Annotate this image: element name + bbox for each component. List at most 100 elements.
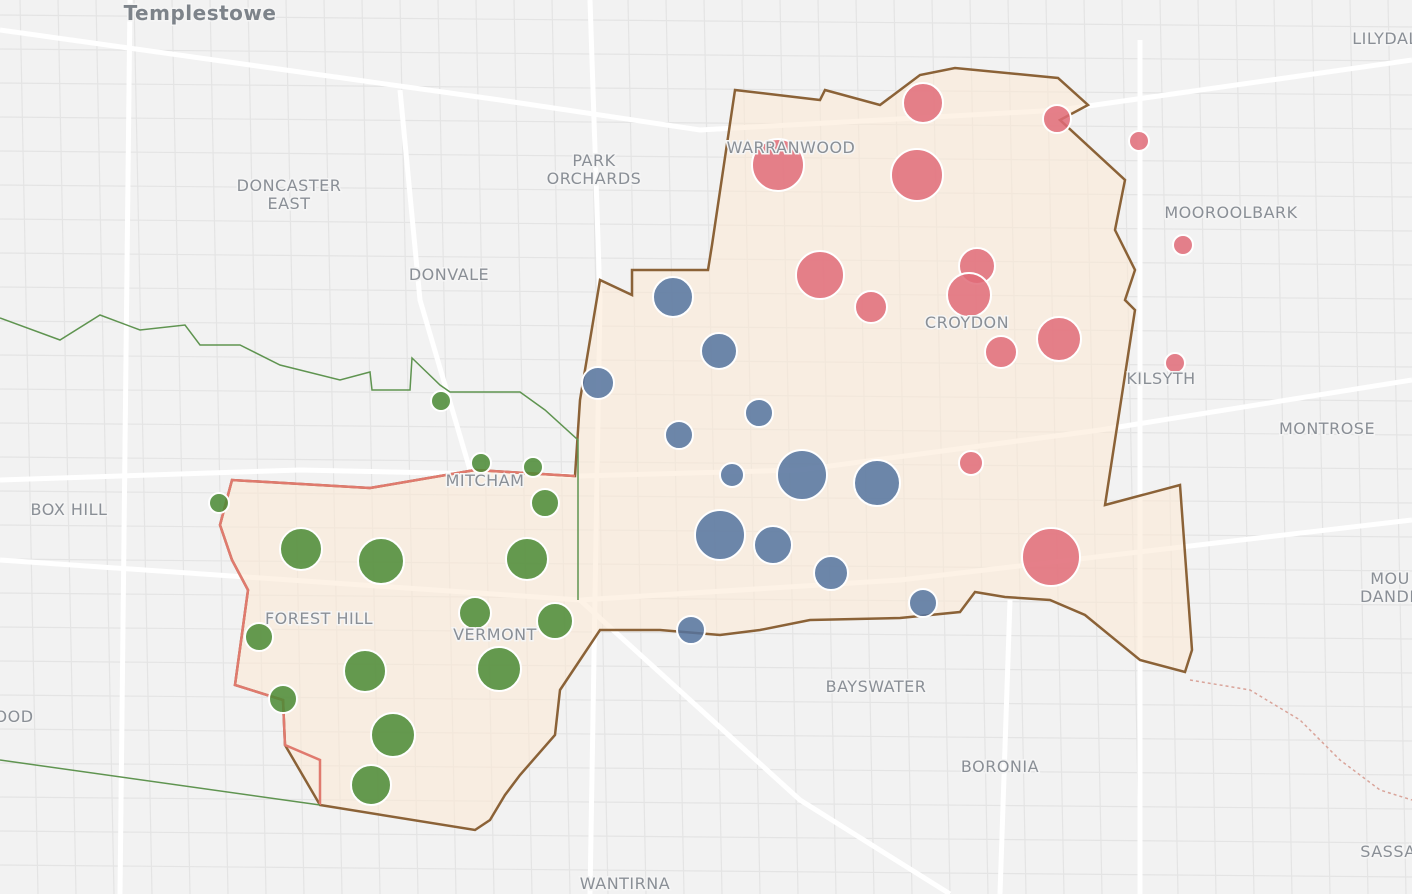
- place-label: Templestowe: [124, 1, 277, 25]
- bubble: [350, 764, 392, 806]
- place-label: WANTIRNA: [580, 874, 670, 893]
- street: [19, 0, 39, 894]
- place-label: PARK ORCHARDS: [547, 151, 642, 188]
- bubble: [776, 449, 828, 501]
- street: [0, 252, 1412, 266]
- street: [0, 694, 1412, 708]
- place-label: MOOROOLBARK: [1164, 203, 1297, 222]
- boundary-line: [0, 759, 321, 806]
- bubble: [676, 615, 706, 645]
- bubble: [370, 712, 416, 758]
- bubble: [664, 420, 694, 450]
- street: [0, 728, 1412, 742]
- street: [1387, 0, 1407, 894]
- place-label: BAYSWATER: [826, 677, 927, 696]
- street: [0, 830, 1412, 844]
- place-label: WARRANWOOD: [727, 138, 856, 157]
- street: [0, 864, 1412, 878]
- bubble: [1042, 104, 1072, 134]
- bubble: [958, 450, 984, 476]
- street: [0, 184, 1412, 198]
- bubble: [853, 459, 901, 507]
- place-label: OOD: [0, 707, 34, 726]
- bubble: [744, 398, 774, 428]
- place-label: MITCHAM: [446, 471, 525, 490]
- bubble: [890, 148, 944, 202]
- bubble: [268, 684, 298, 714]
- road: [0, 27, 1412, 133]
- street: [209, 0, 229, 894]
- street: [1121, 0, 1141, 894]
- place-label: BOX HILL: [31, 500, 108, 519]
- street: [0, 218, 1412, 232]
- region-west-border: [218, 468, 576, 805]
- street: [57, 0, 77, 894]
- bubble: [343, 649, 387, 693]
- street: [1235, 0, 1255, 894]
- street: [1159, 0, 1179, 894]
- bubble: [908, 588, 938, 618]
- bubble: [700, 332, 738, 370]
- place-label: VERMONT: [453, 625, 537, 644]
- road: [578, 598, 952, 894]
- bubble: [753, 525, 793, 565]
- bubble: [476, 646, 522, 692]
- bubble: [652, 276, 694, 318]
- bubbles: [208, 82, 1194, 806]
- bubble: [244, 622, 274, 652]
- bubble: [505, 537, 549, 581]
- place-label: DONVALE: [409, 265, 489, 284]
- bubble: [530, 488, 560, 518]
- street: [1273, 0, 1293, 894]
- bubble: [430, 390, 452, 412]
- street: [133, 0, 153, 894]
- bubble: [470, 452, 492, 474]
- street: [171, 0, 191, 894]
- street: [0, 14, 1412, 28]
- bubble: [208, 492, 230, 514]
- place-label: LILYDAL: [1352, 29, 1412, 48]
- place-label: FOREST HILL: [265, 609, 373, 628]
- road: [117, 0, 133, 894]
- street: [95, 0, 115, 894]
- place-label: CROYDON: [925, 313, 1009, 332]
- street: [0, 150, 1412, 164]
- bubble: [522, 456, 544, 478]
- bubble: [1128, 130, 1150, 152]
- street: [551, 0, 571, 894]
- bubble: [357, 537, 405, 585]
- place-label: KILSYTH: [1126, 369, 1195, 388]
- bubble: [813, 555, 849, 591]
- road: [397, 89, 473, 471]
- bubble: [694, 509, 746, 561]
- boundary-line: [0, 314, 579, 600]
- bubble: [795, 250, 845, 300]
- place-label: DONCASTER EAST: [237, 176, 342, 213]
- bubble: [854, 290, 888, 324]
- bubble: [536, 602, 574, 640]
- street: [0, 762, 1412, 776]
- street: [0, 116, 1412, 130]
- bubble: [1036, 316, 1082, 362]
- bubble: [902, 82, 944, 124]
- bubble: [946, 272, 992, 318]
- bubble: [1172, 234, 1194, 256]
- bubble: [984, 335, 1018, 369]
- street: [1197, 0, 1217, 894]
- bubble: [279, 527, 323, 571]
- bubble: [1164, 352, 1186, 374]
- place-label: MOUDANDE: [1360, 569, 1412, 606]
- street: [1349, 0, 1369, 894]
- bubble: [751, 138, 805, 192]
- boundary-line: [1189, 679, 1412, 801]
- street: [247, 0, 267, 894]
- bubble: [458, 596, 492, 630]
- street: [0, 48, 1412, 62]
- place-label: MONTROSE: [1279, 419, 1375, 438]
- place-label: SASSA: [1360, 842, 1412, 861]
- bubble: [581, 366, 615, 400]
- road: [997, 599, 1013, 894]
- place-label: BORONIA: [961, 757, 1039, 776]
